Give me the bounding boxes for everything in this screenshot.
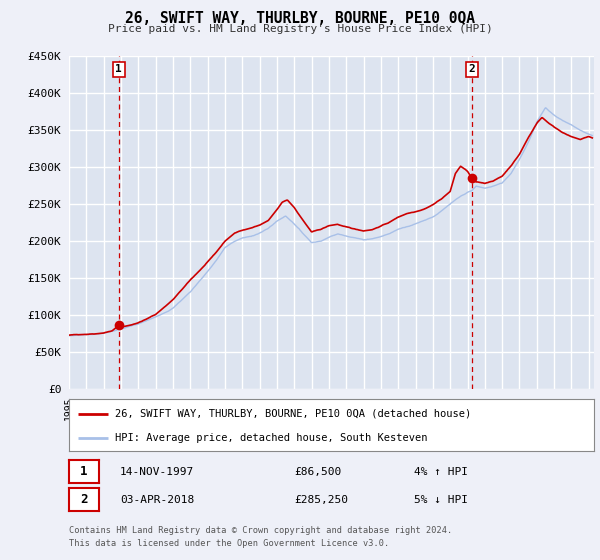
Text: 1: 1 [115, 64, 122, 74]
Text: 2: 2 [469, 64, 475, 74]
Text: 1: 1 [80, 465, 88, 478]
Text: £285,250: £285,250 [294, 494, 348, 505]
Text: 26, SWIFT WAY, THURLBY, BOURNE, PE10 0QA (detached house): 26, SWIFT WAY, THURLBY, BOURNE, PE10 0QA… [115, 409, 472, 419]
Text: 26, SWIFT WAY, THURLBY, BOURNE, PE10 0QA: 26, SWIFT WAY, THURLBY, BOURNE, PE10 0QA [125, 11, 475, 26]
Text: 5% ↓ HPI: 5% ↓ HPI [414, 494, 468, 505]
Text: 4% ↑ HPI: 4% ↑ HPI [414, 466, 468, 477]
Text: Price paid vs. HM Land Registry's House Price Index (HPI): Price paid vs. HM Land Registry's House … [107, 24, 493, 34]
Text: £86,500: £86,500 [294, 466, 341, 477]
Text: This data is licensed under the Open Government Licence v3.0.: This data is licensed under the Open Gov… [69, 539, 389, 548]
Text: HPI: Average price, detached house, South Kesteven: HPI: Average price, detached house, Sout… [115, 433, 428, 444]
Text: Contains HM Land Registry data © Crown copyright and database right 2024.: Contains HM Land Registry data © Crown c… [69, 526, 452, 535]
Text: 03-APR-2018: 03-APR-2018 [120, 494, 194, 505]
Text: 2: 2 [80, 493, 88, 506]
Text: 14-NOV-1997: 14-NOV-1997 [120, 466, 194, 477]
